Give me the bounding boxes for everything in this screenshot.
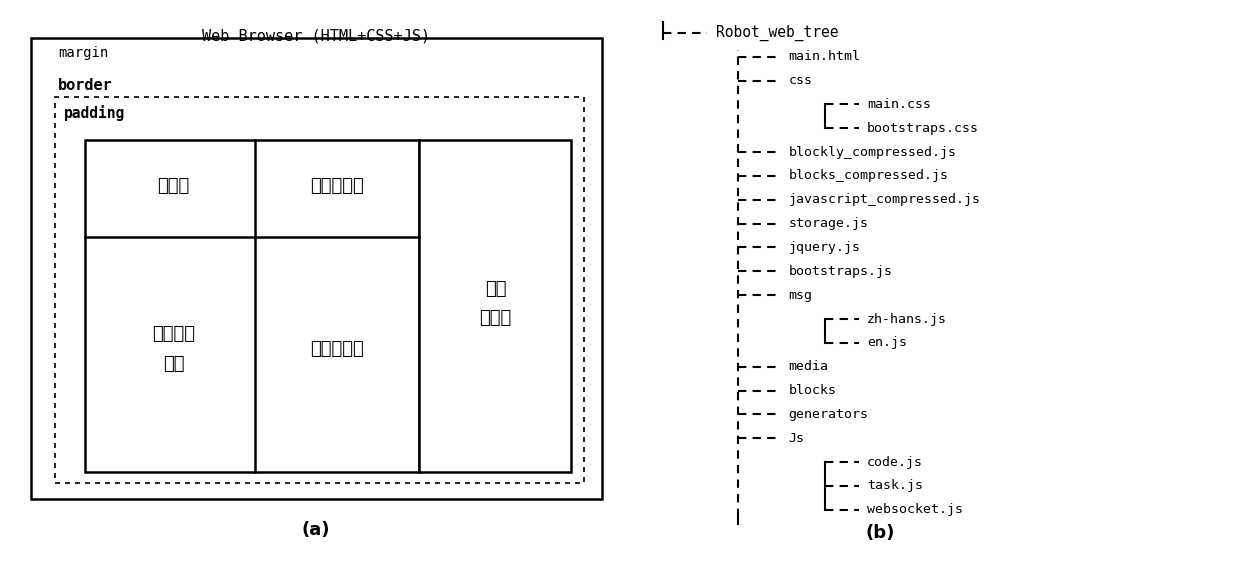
Text: bootstraps.js: bootstraps.js: [789, 265, 893, 278]
Text: border: border: [58, 78, 113, 93]
Text: 仿真
验证区: 仿真 验证区: [480, 280, 512, 327]
Text: msg: msg: [789, 289, 812, 302]
Text: code.js: code.js: [867, 456, 923, 468]
Text: zh-hans.js: zh-hans.js: [867, 313, 947, 325]
Text: task.js: task.js: [867, 479, 923, 492]
Text: padding: padding: [64, 105, 125, 122]
Text: en.js: en.js: [867, 336, 906, 349]
Text: css: css: [789, 74, 812, 87]
Text: javascript_compressed.js: javascript_compressed.js: [789, 194, 981, 206]
Text: media: media: [789, 360, 828, 373]
Text: blocks_compressed.js: blocks_compressed.js: [789, 169, 949, 183]
Text: main.css: main.css: [867, 98, 931, 111]
Text: bootstraps.css: bootstraps.css: [867, 122, 978, 135]
Bar: [55, 97, 584, 483]
Text: generators: generators: [789, 408, 869, 421]
Text: Web Browser (HTML+CSS+JS): Web Browser (HTML+CSS+JS): [202, 29, 430, 44]
Text: Js: Js: [789, 431, 805, 445]
Text: storage.js: storage.js: [789, 217, 869, 230]
Text: 快捷工具栏: 快捷工具栏: [310, 177, 365, 195]
Text: blockly_compressed.js: blockly_compressed.js: [789, 146, 956, 158]
Text: 编程工作区: 编程工作区: [310, 340, 365, 358]
Bar: [86, 140, 419, 472]
Bar: [31, 38, 601, 499]
Text: jquery.js: jquery.js: [789, 241, 861, 254]
Text: (b): (b): [866, 524, 895, 542]
Text: 选项卡: 选项卡: [157, 177, 190, 195]
Text: blocks: blocks: [789, 384, 837, 397]
Bar: [419, 140, 572, 472]
Text: (a): (a): [303, 521, 330, 539]
Text: margin: margin: [58, 46, 108, 60]
Text: websocket.js: websocket.js: [867, 503, 962, 516]
Text: 编程块工
具栏: 编程块工 具栏: [153, 325, 195, 373]
Text: main.html: main.html: [789, 50, 861, 63]
Text: Robot_web_tree: Robot_web_tree: [717, 25, 838, 41]
